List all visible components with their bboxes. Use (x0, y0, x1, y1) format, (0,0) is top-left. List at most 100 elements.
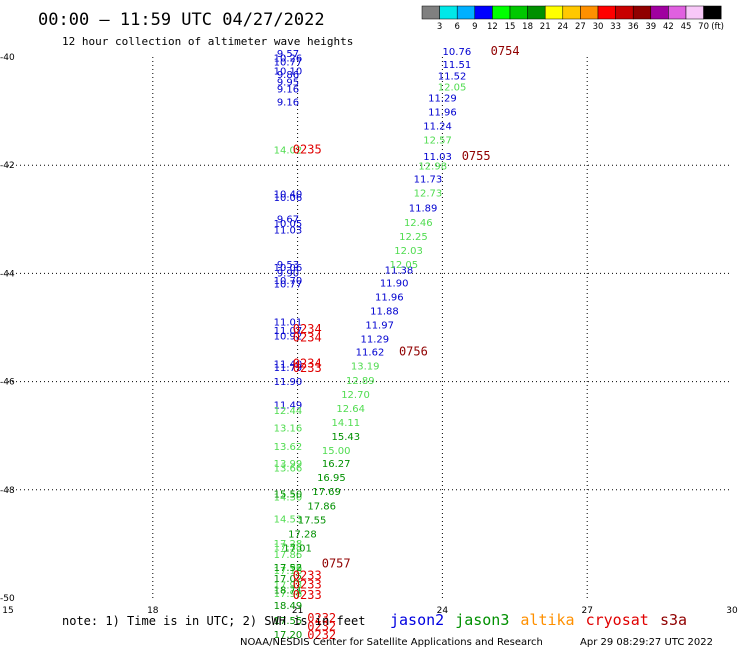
wave-height-label: 9.95 (277, 78, 299, 89)
wave-height-label: 11.90 (380, 278, 409, 289)
wave-height-label: 12.98 (418, 162, 447, 173)
time-label: 0235 (293, 142, 322, 156)
wave-height-label: 14.11 (332, 418, 361, 429)
colorbar-swatch (562, 5, 581, 20)
colorbar-swatch (615, 5, 634, 20)
x-tick-label: 30 (726, 606, 738, 616)
colorbar-swatch (456, 5, 476, 20)
wave-height-label: 17.69 (312, 487, 341, 498)
wave-height-label: 12.64 (336, 404, 365, 415)
wave-height-label: 10.77 (274, 58, 303, 69)
colorbar-swatch (527, 5, 546, 20)
footer-source: NOAA/NESDIS Center for Satellite Applica… (240, 637, 543, 648)
time-label: 0757 (322, 557, 351, 571)
wave-height-label: 10.40 (274, 190, 303, 201)
wave-height-label: 9.53 (277, 260, 299, 271)
wave-height-label: 11.07 (274, 326, 303, 337)
wave-height-label: 16.27 (322, 459, 351, 470)
wave-height-label: 11.40 (274, 360, 303, 371)
legend-jason2: jason2 (390, 611, 444, 629)
y-tick-label: -50 (0, 594, 15, 604)
wave-height-label: 9.16 (277, 98, 299, 109)
wave-height-label: 11.01 (274, 317, 303, 328)
wave-height-label: 10.26 (274, 53, 303, 64)
y-tick-label: -48 (0, 486, 15, 496)
colorbar-swatch (474, 5, 493, 20)
colorbar-swatch (544, 5, 564, 20)
wave-height-label: 9.16 (277, 85, 299, 96)
wave-height-label: 11.79 (274, 363, 303, 374)
wave-height-label: 18.71 (274, 586, 303, 597)
wave-height-label: 10.76 (443, 47, 472, 58)
time-label: 0234 (293, 357, 322, 371)
plot-area: 15 18 21 24 27 30-40-42-44-46-48-509.5710.261… (0, 44, 738, 642)
time-label: 0755 (462, 149, 491, 163)
colorbar-label: 6 (454, 22, 459, 32)
wave-height-label: 10.05 (274, 219, 303, 230)
legend-jason3: jason3 (455, 611, 509, 629)
wave-height-label: 17.20 (274, 630, 303, 641)
colorbar-swatch (597, 5, 616, 20)
wave-height-label: 12.05 (389, 260, 418, 271)
colorbar-label: 33 (610, 22, 621, 32)
colorbar-label: 24 (557, 22, 568, 32)
wave-height-label: 12.57 (423, 136, 452, 147)
time-label: 0233 (293, 569, 322, 583)
wave-height-label: 17.86 (274, 550, 303, 561)
time-label: 0233 (293, 588, 322, 602)
wave-height-label: 17.55 (298, 515, 327, 526)
wave-height-label: 11.96 (375, 292, 404, 303)
colorbar-label: 39 (645, 22, 656, 32)
wave-height-label: 17.18 (274, 566, 303, 577)
legend-cryosat: cryosat (586, 611, 649, 629)
wave-height-label: 11.49 (274, 401, 303, 412)
wave-height-label: 12.03 (394, 246, 423, 257)
colorbar-swatch (492, 5, 511, 20)
colorbar-label: 15 (505, 22, 516, 32)
y-tick-label: -46 (0, 378, 15, 388)
wave-height-label: 11.03 (423, 152, 452, 163)
colorbar-label: 21 (540, 22, 551, 32)
wave-height-label: 13.62 (274, 442, 303, 453)
wave-height-label: 11.97 (365, 321, 394, 332)
time-label: 0233 (293, 361, 322, 375)
chart-subtitle: 12 hour collection of altimeter wave hei… (62, 35, 353, 48)
wave-height-label: 10.92 (274, 331, 303, 342)
wave-height-label: 11.73 (414, 175, 443, 186)
wave-height-label: 11.38 (385, 265, 414, 276)
colorbar-label: 42 (663, 22, 674, 32)
wave-height-label: 9.67 (277, 215, 299, 226)
wave-height-label: 9.57 (277, 49, 299, 60)
wave-height-label: 11.29 (428, 93, 457, 104)
time-label: 0232 (307, 619, 336, 633)
wave-height-label: 17.28 (274, 539, 303, 550)
wave-height-label: 17.01 (283, 543, 312, 554)
wave-height-label: 13.16 (274, 423, 303, 434)
wave-height-label: 11.52 (438, 72, 467, 83)
wave-height-label: 11.62 (356, 348, 385, 359)
footer-timestamp: Apr 29 08:29:27 UTC 2022 (580, 637, 713, 648)
wave-height-label: 11.03 (274, 225, 303, 236)
x-tick-label: 21 (292, 606, 303, 616)
wave-height-label: 11.88 (370, 307, 399, 318)
x-tick-label: 27 (581, 606, 592, 616)
wave-height-label: 10.10 (274, 66, 303, 77)
colorbar-label: 3 (437, 22, 442, 32)
wave-height-label: 17.55 (274, 616, 303, 627)
wave-height-label: 17.98 (274, 589, 303, 600)
colorbar-label: 12 (487, 22, 498, 32)
wave-height-label: 10.06 (274, 263, 303, 274)
wave-height-label: 9.86 (277, 70, 299, 81)
x-tick-label: 15 (2, 606, 13, 616)
colorbar-swatch (650, 5, 669, 20)
wave-height-label: 12.44 (274, 406, 303, 417)
wave-height-label: 15.43 (332, 432, 361, 443)
time-label: 0234 (293, 322, 322, 336)
wave-height-label: 12.46 (404, 218, 433, 229)
wave-height-label: 12.73 (414, 189, 443, 200)
wave-height-label: 13.66 (274, 463, 303, 474)
wave-height-label: 13.99 (274, 459, 303, 470)
colorbar-swatch (685, 5, 704, 20)
colorbar-label: 30 (593, 22, 604, 32)
time-label: 0754 (491, 44, 520, 58)
